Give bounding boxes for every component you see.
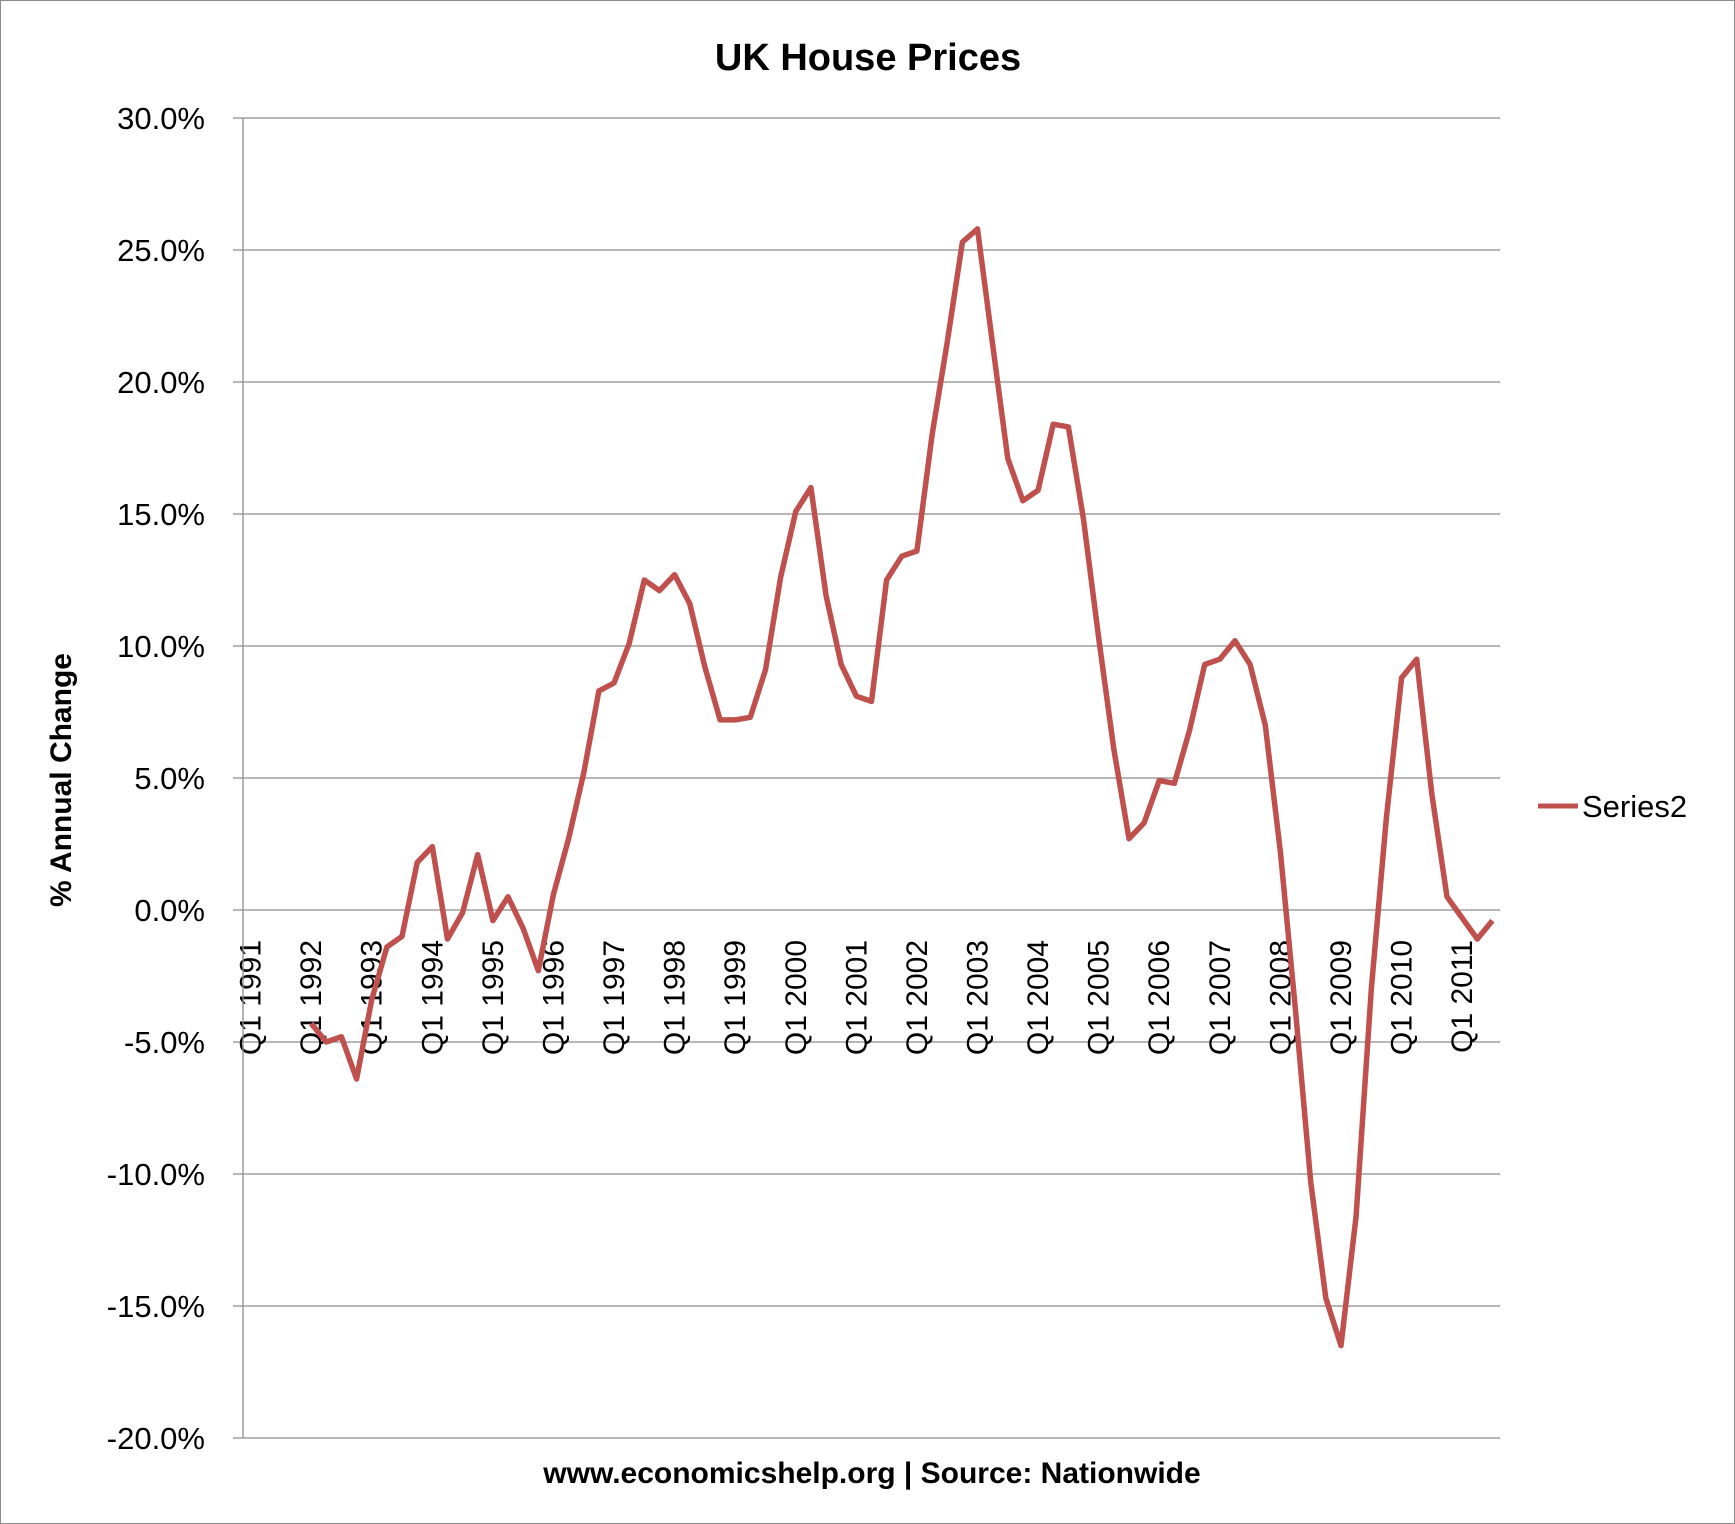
- x-tick-label: Q1 1995: [477, 940, 510, 1055]
- x-tick-label: Q1 1999: [719, 940, 752, 1055]
- x-tick-label: Q1 2003: [962, 940, 995, 1055]
- x-axis-title: www.economicshelp.org | Source: Nationwi…: [542, 1457, 1200, 1490]
- x-tick-label: Q1 2007: [1204, 940, 1237, 1055]
- x-tick-label: Q1 1998: [659, 940, 692, 1055]
- x-tick-label: Q1 1994: [416, 940, 449, 1055]
- x-axis-ticks: Q1 1991 Q1 1992 Q1 1993 Q1 1994 Q1 1995 Q1 19…: [235, 940, 1480, 1055]
- x-tick-label: Q1 1991: [235, 940, 268, 1055]
- y-tick-label: -15.0%: [107, 1289, 205, 1324]
- y-tick-label: 20.0%: [117, 365, 205, 400]
- y-tick-label: 15.0%: [117, 497, 205, 532]
- x-tick-label: Q1 2011: [1446, 940, 1479, 1053]
- x-tick-label: Q1 2000: [780, 940, 813, 1055]
- y-tick-label: -20.0%: [107, 1421, 205, 1456]
- x-tick-label: Q1 2005: [1083, 940, 1116, 1055]
- y-axis-ticks: -20.0% -15.0% -10.0% -5.0% 0.0% 5.0% 10.0% 15.0…: [107, 101, 205, 1456]
- y-axis-title: % Annual Change: [45, 653, 78, 907]
- x-tick-label: Q1 2004: [1022, 940, 1055, 1055]
- y-tick-label: 25.0%: [117, 233, 205, 268]
- x-tick-label: Q1 2010: [1386, 940, 1419, 1055]
- series-layer: [309, 226, 1495, 1349]
- x-tick-label: Q1 2006: [1143, 940, 1176, 1055]
- y-tick-label: 0.0%: [134, 893, 205, 928]
- x-tick-label: Q1 1997: [598, 940, 631, 1055]
- x-tick-label: Q1 2002: [901, 940, 934, 1055]
- gridlines: [233, 117, 1500, 1439]
- y-tick-label: 5.0%: [134, 761, 205, 796]
- chart-title: UK House Prices: [715, 37, 1021, 79]
- y-tick-label: 10.0%: [117, 629, 205, 664]
- legend-label-series2: Series2: [1582, 789, 1687, 824]
- y-tick-label: -10.0%: [107, 1157, 205, 1192]
- y-tick-label: -5.0%: [124, 1025, 205, 1060]
- x-tick-label: Q1 2009: [1325, 940, 1358, 1055]
- x-tick-label: Q1 2001: [840, 940, 873, 1055]
- series-line-series2: [309, 226, 1495, 1349]
- legend: Series2: [1538, 789, 1687, 824]
- y-tick-label: 30.0%: [117, 101, 205, 136]
